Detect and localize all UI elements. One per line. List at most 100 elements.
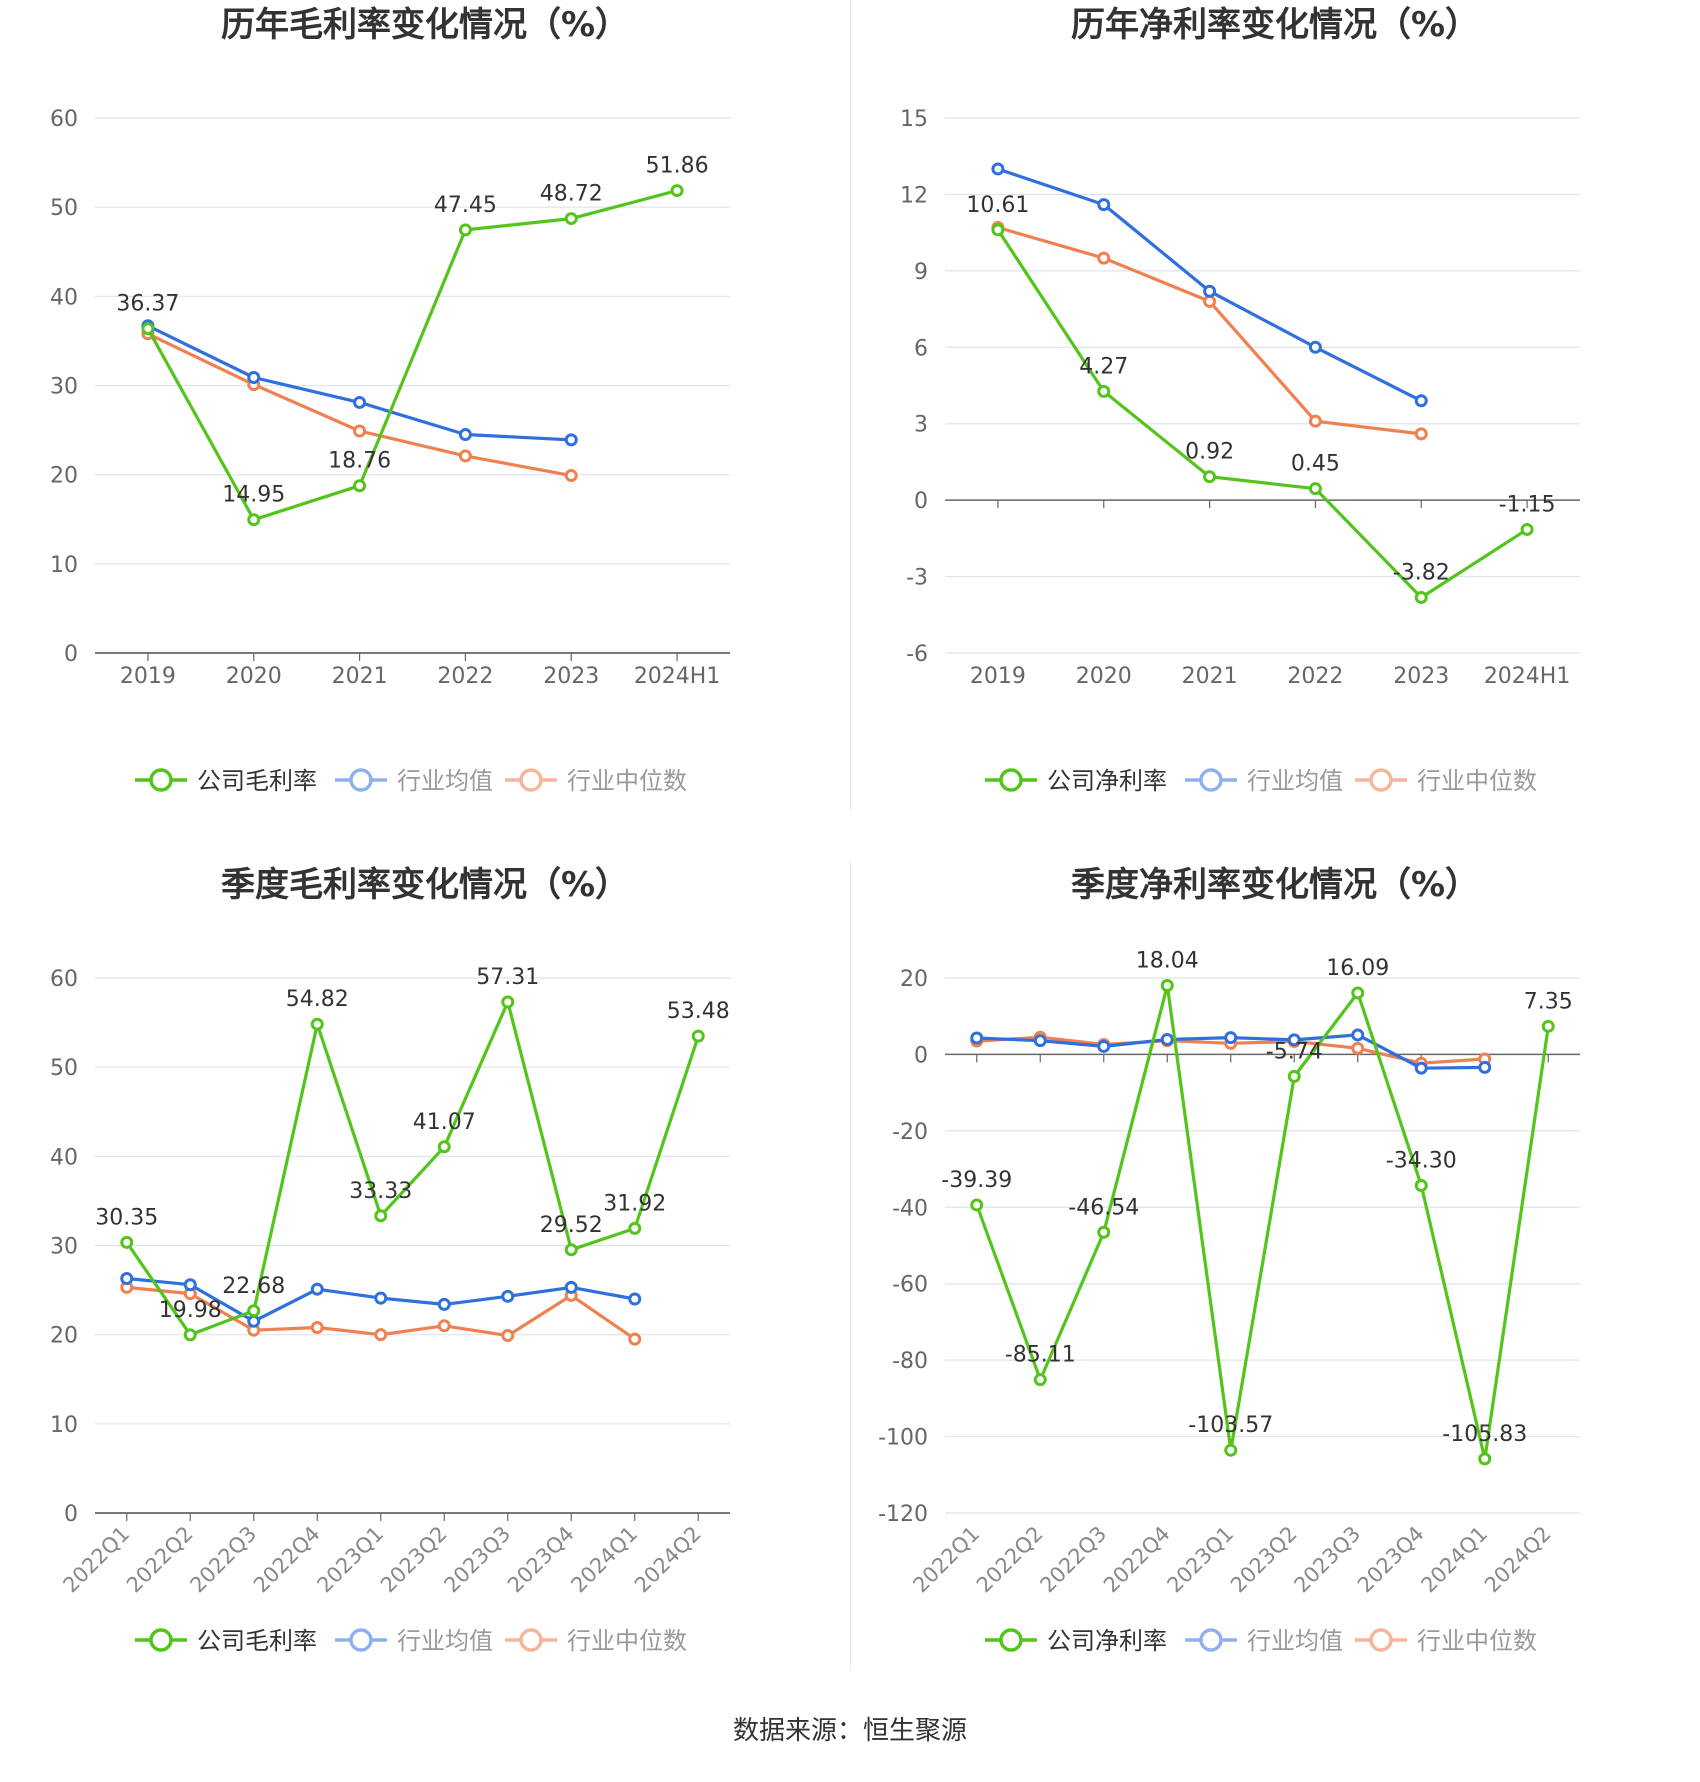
- y-tick-label: 20: [50, 1324, 78, 1349]
- legend-swatch-marker: [349, 768, 373, 792]
- company-point: [1097, 384, 1111, 398]
- industry-median-series-line: [997, 225, 1422, 436]
- company-point: [1414, 1179, 1428, 1193]
- legend-label: 行业中位数: [567, 1627, 687, 1655]
- industry-average-point: [1351, 1028, 1365, 1042]
- legend-item-company: 公司毛利率: [135, 767, 317, 795]
- legend-swatch-marker: [149, 1628, 173, 1652]
- y-tick-label: 0: [914, 1043, 928, 1068]
- y-tick-label: 50: [50, 1056, 78, 1081]
- company-point: [501, 995, 515, 1009]
- industry-average-point: [1414, 394, 1428, 408]
- data-label: 16.09: [1326, 956, 1389, 981]
- company-point: [1097, 1225, 1111, 1239]
- y-tick-label: 30: [50, 375, 78, 400]
- data-label: -1.15: [1499, 492, 1556, 517]
- x-tick-label: 2023Q2: [376, 1522, 452, 1598]
- y-tick-label: 60: [50, 967, 78, 992]
- legend-label: 公司净利率: [1047, 767, 1167, 795]
- x-tick-label: 2022Q2: [122, 1522, 198, 1598]
- industry-average-point: [1033, 1034, 1047, 1048]
- data-label: 4.27: [1079, 354, 1128, 379]
- company-point: [1541, 1019, 1555, 1033]
- x-tick-label: 2022Q1: [58, 1522, 134, 1598]
- x-tick-label: 2023: [543, 664, 599, 689]
- legend-label: 公司毛利率: [197, 1627, 317, 1655]
- company-point: [1160, 978, 1174, 992]
- data-label: 10.61: [966, 193, 1029, 218]
- company-point: [991, 223, 1005, 237]
- data-label: 54.82: [286, 987, 349, 1012]
- y-tick-label: -20: [892, 1120, 928, 1145]
- industry-average-point: [120, 1271, 134, 1285]
- industry-average-point: [1097, 198, 1111, 212]
- industry-average-point: [1203, 284, 1217, 298]
- x-tick-label: 2024Q2: [630, 1522, 706, 1598]
- industry-average-point: [1287, 1033, 1301, 1047]
- data-label: 57.31: [476, 965, 539, 990]
- y-tick-label: 9: [914, 260, 928, 285]
- y-tick-label: 0: [64, 642, 78, 667]
- chart-svg: 季度毛利率变化情况（%）01020304050602022Q12022Q2202…: [50, 865, 730, 1655]
- industry-median-point: [374, 1328, 388, 1342]
- y-tick-label: 6: [914, 336, 928, 361]
- company-point: [310, 1017, 324, 1031]
- x-tick-label: 2024Q2: [1480, 1522, 1556, 1598]
- industry-average-point: [1414, 1061, 1428, 1075]
- company-point: [1308, 482, 1322, 496]
- data-label: 7.35: [1524, 989, 1573, 1014]
- company-point: [970, 1198, 984, 1212]
- quarterly-net-margin-chart: 季度净利率变化情况（%） -120 -100 -80 -60 -40 -20 0 20 2022Q…: [850, 860, 1700, 1720]
- x-tick-label: 2022: [437, 664, 493, 689]
- industry-average-point: [1097, 1039, 1111, 1053]
- company-point: [183, 1328, 197, 1342]
- industry-median-point: [564, 469, 578, 483]
- y-tick-label: 0: [64, 1502, 78, 1527]
- data-label: 48.72: [540, 182, 603, 207]
- chart-svg: 历年毛利率变化情况（%） 0 10 20 30 40 50 60 2019 2020 2021 202…: [50, 5, 730, 795]
- legend-swatch-marker: [149, 768, 173, 792]
- company-series-line: [146, 189, 678, 522]
- x-tick-label: 2021: [332, 664, 388, 689]
- x-tick-label: 2020: [1076, 664, 1132, 689]
- y-tick-label: -60: [892, 1273, 928, 1298]
- y-tick-label: -6: [906, 642, 928, 667]
- y-tick-label: 10: [50, 553, 78, 578]
- x-tick-label: 2022Q3: [1035, 1522, 1111, 1598]
- industry-average-point: [501, 1289, 515, 1303]
- y-tick-label: 20: [900, 967, 928, 992]
- legend-item-industry-average: 行业均值: [1185, 1627, 1343, 1655]
- company-point: [374, 1209, 388, 1223]
- y-tick-label: 15: [900, 107, 928, 132]
- industry-average-point: [437, 1297, 451, 1311]
- company-point: [628, 1221, 642, 1235]
- legend-item-industry-median: 行业中位数: [505, 1627, 687, 1655]
- legend-label: 行业均值: [1247, 767, 1343, 795]
- annual-net-margin-chart: 历年净利率变化情况（%） -6 -3 0 3 6 9 12 15 2019 2020 2021 2022…: [850, 0, 1700, 860]
- data-label: 18.76: [328, 449, 391, 474]
- quarterly-gross-margin-chart: 季度毛利率变化情况（%） 0 10 20 30 40 50 60 2022Q1 2022Q2 202…: [0, 860, 850, 1720]
- y-tick-label: -120: [878, 1502, 928, 1527]
- y-tick-label: 30: [50, 1235, 78, 1260]
- data-label: -85.11: [1005, 1343, 1076, 1368]
- company-point: [247, 1304, 261, 1318]
- y-tick-label: 20: [50, 464, 78, 489]
- x-tick-label: 2019: [970, 664, 1026, 689]
- legend-swatch-marker: [519, 768, 543, 792]
- x-tick-label: 2023Q1: [1162, 1522, 1238, 1598]
- industry-average-point: [970, 1031, 984, 1045]
- x-tick-label: 2022: [1287, 664, 1343, 689]
- legend-item-industry-average: 行业均值: [335, 767, 493, 795]
- annual-gross-margin-chart: 历年毛利率变化情况（%） 0 10 20 30 40 50 60 2019 2020 2021 202…: [0, 0, 850, 860]
- x-tick-label: 2020: [226, 664, 282, 689]
- legend-swatch-marker: [999, 768, 1023, 792]
- y-tick-label: -40: [892, 1196, 928, 1221]
- industry-average-point: [183, 1278, 197, 1292]
- data-label: 31.92: [603, 1191, 666, 1216]
- chart-title: 历年毛利率变化情况（%）: [221, 5, 629, 45]
- industry-average-point: [564, 1280, 578, 1294]
- industry-average-point: [991, 162, 1005, 176]
- legend-label: 行业均值: [397, 767, 493, 795]
- legend-label: 公司净利率: [1047, 1627, 1167, 1655]
- chart-title: 季度净利率变化情况（%）: [1071, 865, 1479, 905]
